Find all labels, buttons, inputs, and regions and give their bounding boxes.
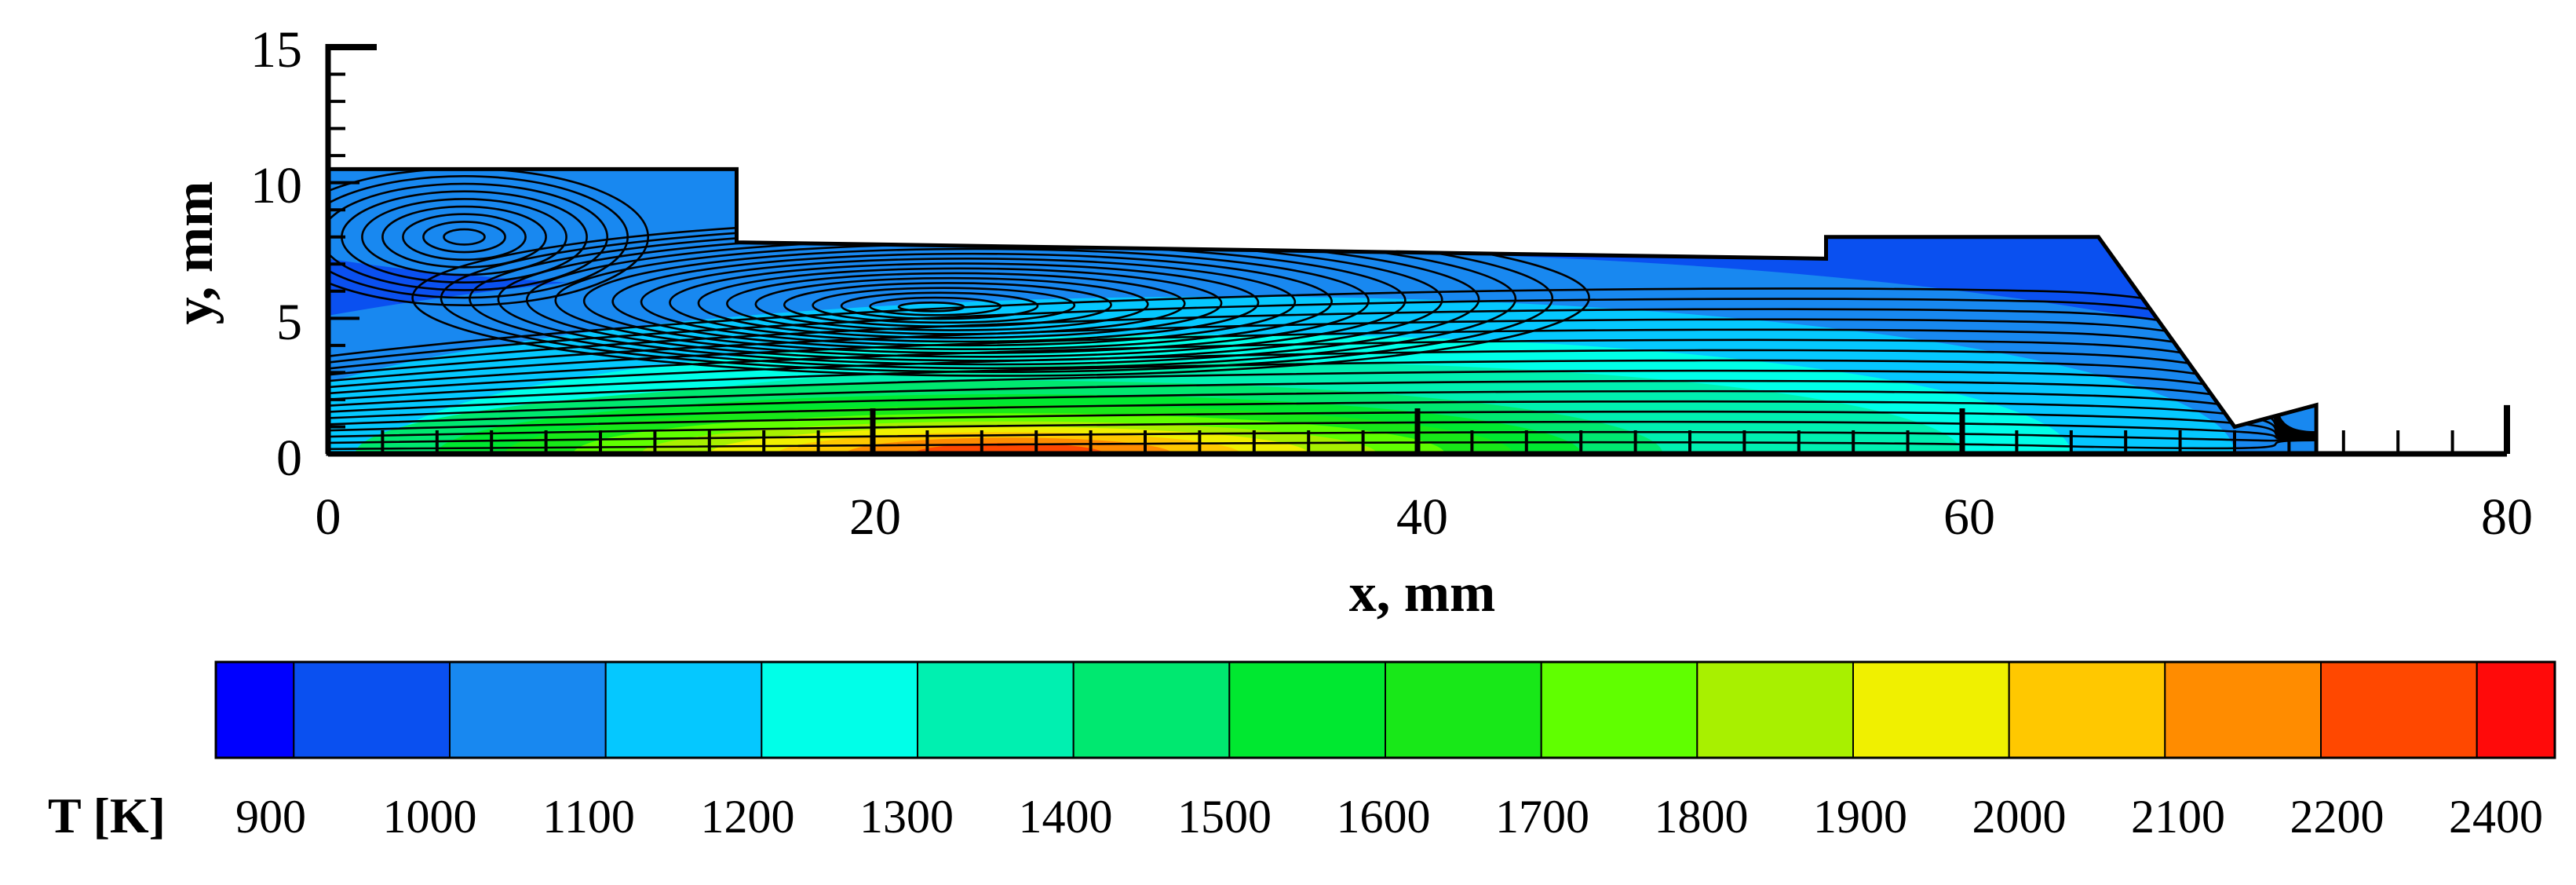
streamline (328, 169, 649, 307)
y-tick-label: 15 (250, 21, 302, 79)
colorbar-labels: 900 1000 1100 1200 1300 1400 1500 1600 1700 1800 1… (235, 791, 2543, 843)
colorbar-label: 1400 (1019, 791, 1113, 843)
colorbar-label: 1000 (383, 791, 477, 843)
colorbar (215, 661, 2556, 759)
colorbar-label: 2100 (2131, 791, 2225, 843)
colorbar-label: 1600 (1337, 791, 1431, 843)
streamline (328, 430, 2317, 444)
streamline (640, 258, 1297, 347)
streamline (812, 287, 1076, 324)
colorbar-swatch (1852, 661, 2010, 759)
streamline (422, 221, 506, 254)
colorbar-swatch (604, 661, 763, 759)
colorbar-label: 900 (235, 791, 306, 843)
colorbar-label: 1500 (1177, 791, 1272, 843)
colorbar-swatch (2476, 661, 2556, 759)
colorbar-swatch (2320, 661, 2478, 759)
colorbar-label: 1200 (701, 791, 795, 843)
colorbar-label: 1800 (1655, 791, 1749, 843)
colorbar-swatch (1696, 661, 1855, 759)
streamline (669, 262, 1260, 343)
y-tick-label: 5 (276, 294, 302, 351)
colorbar-swatch (1540, 661, 1698, 759)
streamline (328, 410, 2317, 440)
colorbar-label: 2000 (1972, 791, 2067, 843)
colorbar-label: 1300 (859, 791, 954, 843)
colorbar-swatch (917, 661, 1075, 759)
colorbar-frame (214, 660, 2556, 759)
colorbar-label: 1100 (542, 791, 635, 843)
y-tick-label: 10 (250, 157, 302, 214)
colorbar-swatch (2008, 661, 2166, 759)
colorbar-swatch (449, 661, 607, 759)
streamline (328, 182, 608, 291)
streamline (840, 291, 1039, 320)
x-axis-label: x, mm (1349, 563, 1496, 624)
x-tick-labels: 0 20 40 60 80 (316, 488, 2534, 546)
colorbar-swatch (215, 661, 295, 759)
streamline (381, 205, 547, 269)
y-tick-label: 0 (276, 430, 302, 487)
colorbar-label: 2400 (2449, 791, 2543, 843)
colorbar-swatch (2164, 661, 2322, 759)
colorbar-swatch (293, 661, 451, 759)
colorbar-swatch (1072, 661, 1231, 759)
colorbar-title: T [K] (48, 788, 166, 843)
streamline (328, 439, 2317, 451)
x-tick-label: 60 (1943, 488, 1995, 546)
streamline (697, 267, 1223, 339)
streamline (361, 198, 567, 276)
x-tick-label: 40 (1396, 488, 1448, 546)
x-tick-label: 80 (2481, 488, 2533, 546)
colorbar-label: 1700 (1495, 791, 1589, 843)
streamline (402, 213, 527, 261)
streamlines (328, 169, 2317, 451)
x-tick-label: 20 (849, 488, 901, 546)
colorbar-label: 1900 (1813, 791, 1907, 843)
contour-level (328, 169, 1554, 291)
colorbar-label: 2200 (2290, 791, 2384, 843)
domain-outline (326, 166, 2319, 456)
streamline (443, 228, 486, 246)
streamline (754, 276, 1149, 331)
y-axis-label: y, mm (164, 181, 224, 325)
y-tick-labels: 0 5 10 15 (250, 21, 302, 487)
streamline (328, 420, 2317, 441)
colorbar-swatch (761, 661, 918, 759)
streamline (611, 252, 1333, 351)
axes (325, 44, 2510, 457)
colorbar-swatch (1228, 661, 1387, 759)
contour-level (914, 443, 1104, 454)
temperature-contour-field (328, 169, 2317, 454)
x-tick-label: 0 (316, 488, 341, 546)
colorbar-swatch (1385, 661, 1542, 759)
